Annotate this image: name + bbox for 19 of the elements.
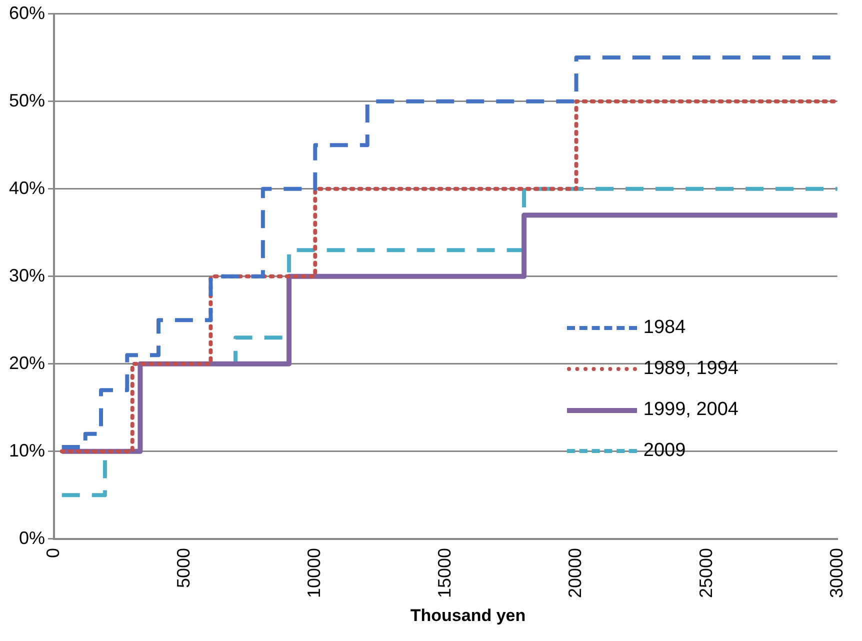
y-tick-label: 0% <box>19 528 46 548</box>
x-tick-label: 30000 <box>826 548 846 598</box>
x-tick-label: 5000 <box>174 548 194 588</box>
y-tick-label: 10% <box>8 440 46 460</box>
x-tick-label: 15000 <box>434 548 455 598</box>
y-tick-label: 30% <box>8 265 46 286</box>
legend-label: 2009 <box>643 440 686 462</box>
x-tick-label: 25000 <box>696 548 716 598</box>
x-tick-label: 20000 <box>565 548 586 598</box>
legend-label: 1989, 1994 <box>643 358 738 380</box>
y-tick-label: 50% <box>8 90 46 110</box>
y-tick-label: 40% <box>8 178 46 198</box>
legend-label: 1999, 2004 <box>643 399 738 422</box>
x-tick-label: 0 <box>42 548 63 558</box>
y-tick-label: 60% <box>8 2 46 23</box>
y-tick-label: 20% <box>8 352 46 373</box>
x-axis-title: Thousand yen <box>409 606 527 626</box>
legend-label: 1984 <box>643 317 686 340</box>
x-tick-label: 10000 <box>304 548 324 598</box>
